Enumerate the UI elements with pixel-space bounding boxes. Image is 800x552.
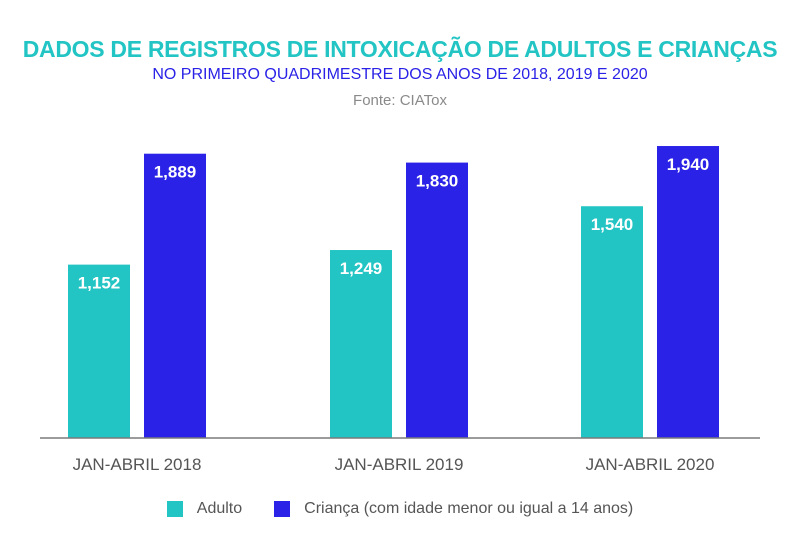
data-label: 1,152 (78, 274, 121, 293)
data-label: 1,940 (667, 155, 710, 174)
chart-title: DADOS DE REGISTROS DE INTOXICAÇÃO DE ADU… (22, 36, 778, 62)
chart-legend: Adulto Criança (com idade menor ou igual… (0, 500, 800, 518)
chart-subtitle: NO PRIMEIRO QUADRIMESTRE DOS ANOS DE 201… (152, 66, 648, 83)
legend-label-adulto: Adulto (196, 500, 243, 517)
data-label: 1,540 (591, 215, 634, 234)
bar (330, 250, 392, 438)
bar (144, 153, 206, 438)
x-tick-label: JAN-ABRIL 2019 (335, 455, 464, 474)
legend-swatch-crianca (274, 501, 291, 517)
legend-swatch-adulto (166, 501, 183, 517)
legend-label-crianca: Criança (com idade menor ou igual a 14 a… (304, 500, 634, 517)
legend-item-crianca: Criança (com idade menor ou igual a 14 a… (274, 500, 633, 518)
bar (657, 146, 719, 438)
data-label: 1,249 (340, 259, 383, 278)
bar (581, 206, 643, 438)
x-tick-label: JAN-ABRIL 2020 (586, 455, 715, 474)
legend-item-adulto: Adulto (166, 500, 243, 518)
data-label: 1,889 (154, 163, 197, 182)
data-label: 1,830 (416, 172, 459, 191)
bar (68, 264, 130, 438)
chart-source: Fonte: CIATox (353, 92, 447, 109)
bar (406, 162, 468, 438)
x-tick-label: JAN-ABRIL 2018 (73, 455, 202, 474)
